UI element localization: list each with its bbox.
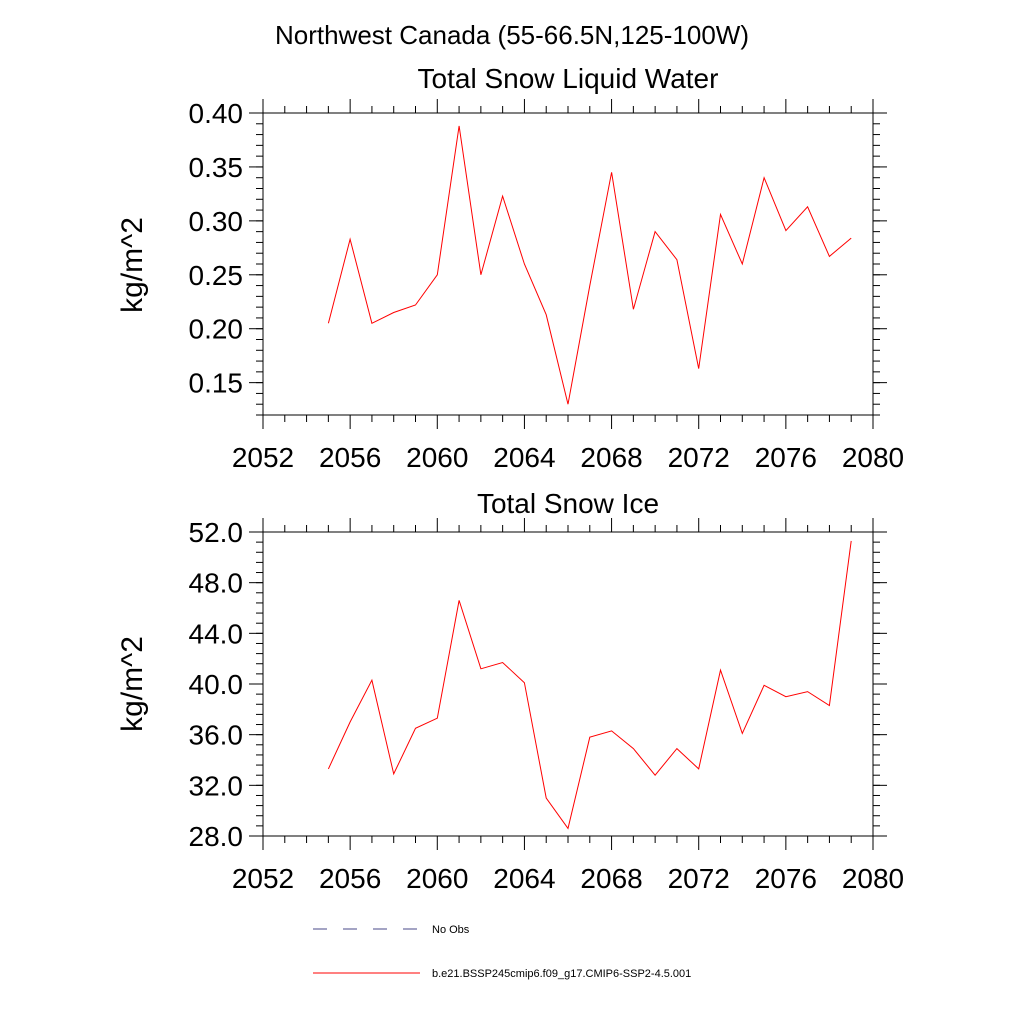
y-tick-label: 32.0 bbox=[189, 770, 244, 801]
panel-title: Total Snow Liquid Water bbox=[418, 63, 719, 94]
panel-snow-liquid-water: Total Snow Liquid Water kg/m^2 2052 2056 2… bbox=[116, 63, 904, 473]
series-line bbox=[327, 540, 852, 830]
x-tick-label: 2064 bbox=[493, 863, 555, 894]
y-tick-label: 28.0 bbox=[189, 821, 244, 852]
y-tick-label: 0.20 bbox=[189, 314, 244, 345]
x-tick-label: 2072 bbox=[668, 863, 730, 894]
y-tick-label: 48.0 bbox=[189, 568, 244, 599]
panel-snow-ice: Total Snow Ice kg/m^2 2052 2056 2060 2064 20… bbox=[116, 488, 904, 894]
x-tick-label: 2052 bbox=[232, 442, 294, 473]
legend-label-model-run: b.e21.BSSP245cmip6.f09_g17.CMIP6-SSP2-4.… bbox=[432, 968, 691, 980]
y-tick-label: 52.0 bbox=[189, 517, 244, 548]
legend-label-no-obs: No Obs bbox=[432, 924, 470, 936]
legend: No Obs b.e21.BSSP245cmip6.f09_g17.CMIP6-… bbox=[313, 924, 691, 980]
x-tick-label: 2056 bbox=[319, 863, 381, 894]
y-tick-label: 0.25 bbox=[189, 260, 244, 291]
x-tick-label: 2052 bbox=[232, 863, 294, 894]
y-tick-label: 36.0 bbox=[189, 720, 244, 751]
y-tick-label: 0.15 bbox=[189, 368, 244, 399]
x-tick-label: 2080 bbox=[842, 442, 904, 473]
x-tick-label: 2056 bbox=[319, 442, 381, 473]
y-tick-label: 44.0 bbox=[189, 618, 244, 649]
series-line bbox=[327, 125, 852, 405]
y-tick-label: 0.30 bbox=[189, 206, 244, 237]
x-tick-label: 2076 bbox=[755, 442, 817, 473]
y-tick-label: 0.40 bbox=[189, 98, 244, 129]
x-tick-label: 2072 bbox=[668, 442, 730, 473]
x-tick-label: 2068 bbox=[580, 863, 642, 894]
x-tick-label: 2060 bbox=[406, 442, 468, 473]
x-tick-label: 2076 bbox=[755, 863, 817, 894]
y-tick-label: 0.35 bbox=[189, 152, 244, 183]
plot-frame bbox=[262, 531, 874, 837]
x-tick-label: 2060 bbox=[406, 863, 468, 894]
y-tick-label: 40.0 bbox=[189, 669, 244, 700]
plot-frame bbox=[262, 112, 874, 416]
panel-title: Total Snow Ice bbox=[477, 488, 659, 519]
x-tick-label: 2068 bbox=[580, 442, 642, 473]
y-axis-label: kg/m^2 bbox=[116, 636, 149, 732]
x-tick-label: 2080 bbox=[842, 863, 904, 894]
y-axis-label: kg/m^2 bbox=[116, 217, 149, 313]
figure-suptitle: Northwest Canada (55-66.5N,125-100W) bbox=[275, 20, 749, 50]
x-tick-label: 2064 bbox=[493, 442, 555, 473]
